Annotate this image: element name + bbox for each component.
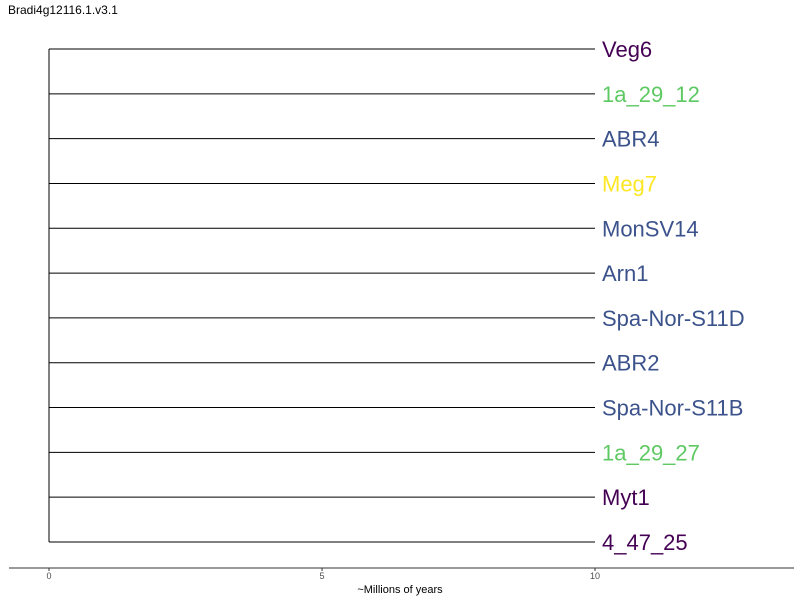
tip-label-Veg6: Veg6 bbox=[602, 37, 652, 62]
tip-label-1a_29_12: 1a_29_12 bbox=[602, 82, 700, 107]
chart-title: Bradi4g12116.1.v3.1 bbox=[8, 3, 118, 17]
tip-label-Spa-Nor-S11B: Spa-Nor-S11B bbox=[602, 396, 743, 421]
tip-labels: Veg6 1a_29_12 ABR4 Meg7 MonSV14 Arn1 Spa-Nor-S… bbox=[602, 37, 745, 555]
tip-label-Spa-Nor-S11D: Spa-Nor-S11D bbox=[602, 306, 745, 331]
x-tick-label: 10 bbox=[590, 571, 600, 581]
x-axis-title: ~Millions of years bbox=[357, 584, 443, 596]
tip-label-1a_29_27: 1a_29_27 bbox=[602, 440, 700, 465]
x-tick-label: 5 bbox=[319, 571, 324, 581]
tip-label-4_47_25: 4_47_25 bbox=[602, 530, 688, 555]
branches bbox=[48, 48, 595, 543]
tip-label-Meg7: Meg7 bbox=[602, 171, 657, 196]
tip-label-Myt1: Myt1 bbox=[602, 485, 650, 510]
x-axis-ticks: 0 5 10 bbox=[46, 568, 600, 581]
tip-label-MonSV14: MonSV14 bbox=[602, 216, 699, 241]
tip-label-ABR2: ABR2 bbox=[602, 351, 659, 376]
tip-label-Arn1: Arn1 bbox=[602, 261, 648, 286]
tip-label-ABR4: ABR4 bbox=[602, 127, 659, 152]
x-tick-label: 0 bbox=[46, 571, 51, 581]
